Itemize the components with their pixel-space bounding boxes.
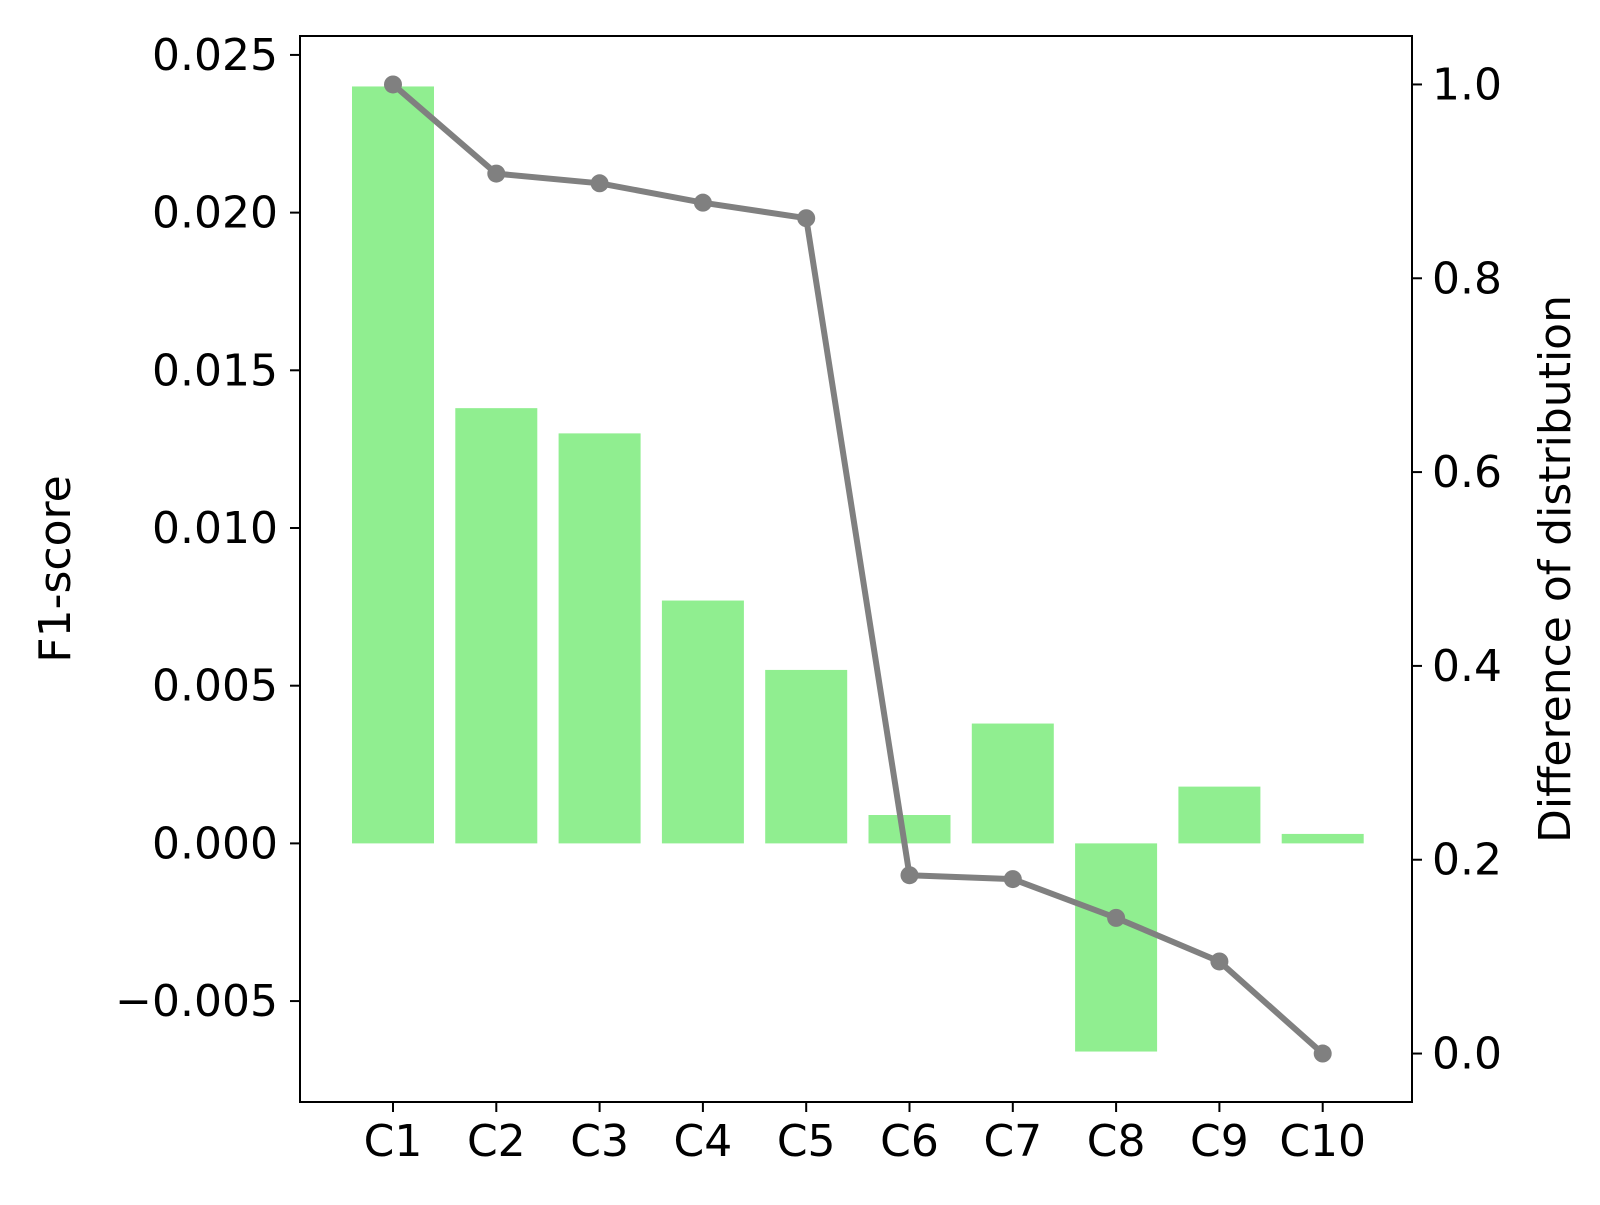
bars-layer <box>352 86 1364 1052</box>
line-point-c2 <box>487 164 506 183</box>
line-point-c4 <box>693 193 712 212</box>
y-tick-label-left: 0.010 <box>152 503 278 554</box>
y-tick-label-right: 0.2 <box>1432 835 1502 886</box>
line-point-c3 <box>590 174 609 193</box>
y-tick-label-right: 0.8 <box>1432 253 1502 304</box>
bar-c10 <box>1281 833 1364 844</box>
line-point-c9 <box>1210 952 1229 971</box>
y-axis-title-left: F1-score <box>30 475 81 662</box>
bar-c3 <box>558 433 641 844</box>
y-tick-label-right: 1.0 <box>1432 59 1502 110</box>
y-tick-label-left: 0.025 <box>152 30 278 81</box>
bar-c8 <box>1075 843 1158 1052</box>
x-tick-label-c6: C6 <box>880 1116 939 1167</box>
bar-c1 <box>352 86 434 844</box>
y-tick-label-left: 0.000 <box>152 818 278 869</box>
bar-c7 <box>971 723 1054 844</box>
line-point-c6 <box>900 866 919 885</box>
x-axis: C1 C2 C3 C4 C5 C6 C7 C8 C9 C10 <box>364 1102 1366 1167</box>
y-tick-label-right: 0.4 <box>1432 641 1502 692</box>
x-tick-label-c4: C4 <box>674 1116 733 1167</box>
bar-c2 <box>455 408 538 844</box>
line-point-c8 <box>1107 908 1126 927</box>
y-axis-title-right: Difference of distribution <box>1530 295 1581 843</box>
x-tick-label-c3: C3 <box>570 1116 629 1167</box>
line-point-c10 <box>1313 1044 1332 1063</box>
x-tick-label-c7: C7 <box>983 1116 1042 1167</box>
y-tick-label-right: 0.6 <box>1432 447 1502 498</box>
line-point-c5 <box>797 209 816 228</box>
line-layer <box>384 75 1332 1063</box>
y-tick-label-left: 0.020 <box>152 188 278 239</box>
y-axis-right: 0.0 0.2 0.4 0.6 0.8 1.0 <box>1412 59 1502 1080</box>
line-series <box>391 82 1325 1056</box>
y-axis-left: −0.005 0.000 0.005 0.010 0.015 0.020 0.025 <box>115 30 300 1027</box>
y-tick-label-left: 0.015 <box>152 345 278 396</box>
bar-c6 <box>868 815 951 844</box>
x-tick-label-c8: C8 <box>1087 1116 1146 1167</box>
line-point-c7 <box>1003 870 1022 889</box>
y-tick-label-left: −0.005 <box>115 976 278 1027</box>
bar-c9 <box>1178 786 1261 844</box>
bar-c5 <box>765 669 848 844</box>
x-tick-label-c10: C10 <box>1279 1116 1366 1167</box>
x-tick-label-c1: C1 <box>364 1116 423 1167</box>
bar-c4 <box>661 600 744 844</box>
x-tick-label-c5: C5 <box>777 1116 836 1167</box>
plot-frame <box>299 35 1413 1103</box>
x-tick-label-c9: C9 <box>1190 1116 1249 1167</box>
line-point-c1 <box>384 75 402 94</box>
y-tick-label-right: 0.0 <box>1432 1029 1502 1080</box>
y-tick-label-left: 0.005 <box>152 661 278 712</box>
x-tick-label-c2: C2 <box>467 1116 526 1167</box>
